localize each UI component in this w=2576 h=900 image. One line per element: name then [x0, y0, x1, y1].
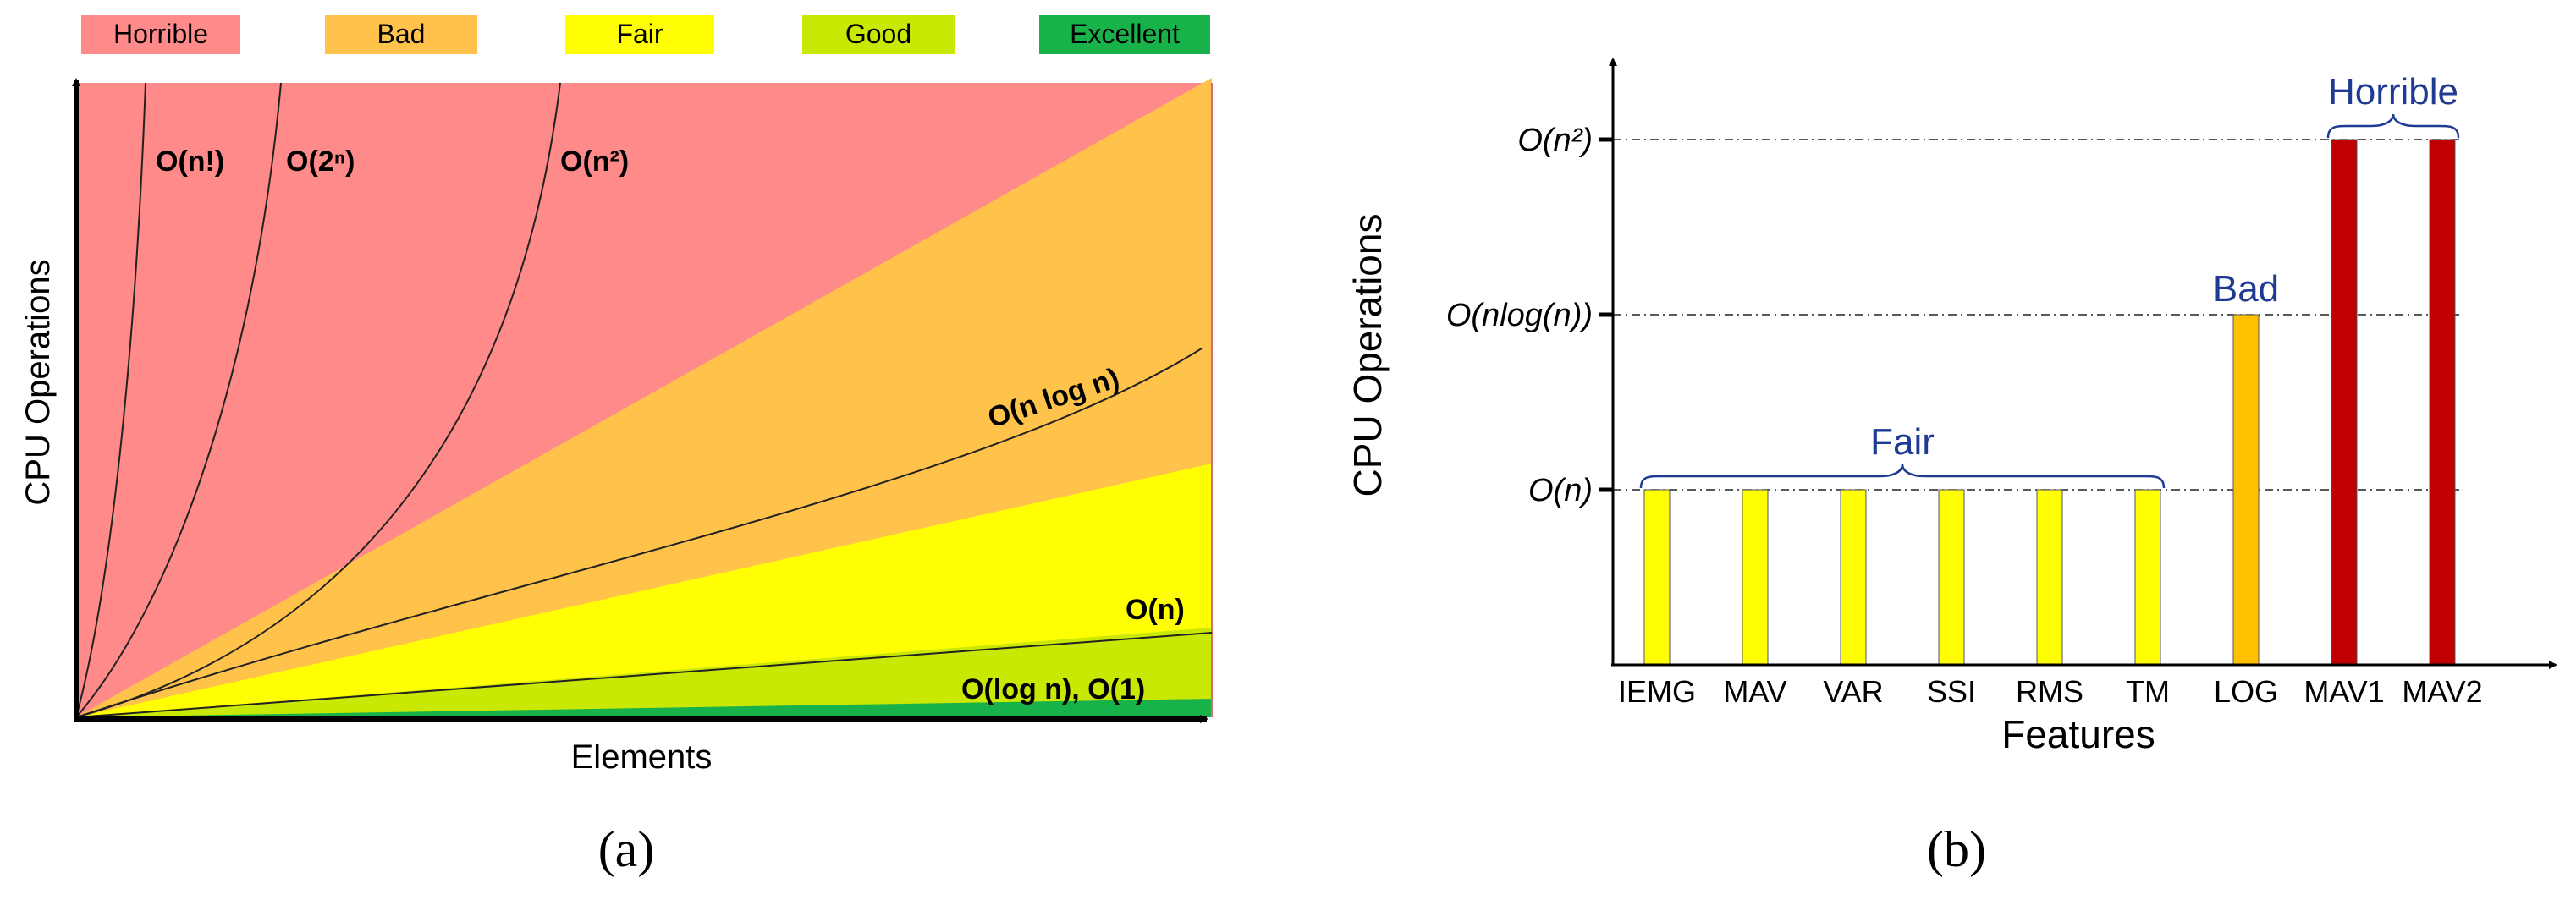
group-horrible-brace: [2326, 113, 2460, 139]
legend-swatch-horrible: [81, 15, 240, 54]
legend-label-fair: Fair: [616, 19, 663, 49]
feature-cost-chart: Fair Bad Horrible O(n) O(nlog(n)) O(n²) IEMG…: [1346, 58, 2557, 877]
group-horrible-label: Horrible: [2328, 71, 2458, 112]
y-axis-title-a: CPU Operations: [19, 259, 57, 505]
panel-label-b: (b): [1927, 821, 1986, 877]
x-tick-label-tm: TM: [2126, 674, 2170, 709]
x-tick-label-mav: MAV: [1723, 674, 1786, 709]
bar-mav: [1742, 489, 1769, 666]
y-axis-title-b: CPU Operations: [1346, 214, 1390, 497]
x-tick-label-mav2: MAV2: [2402, 674, 2482, 709]
bar-iemg: [1643, 489, 1671, 666]
y-tick-label-1: O(n): [1528, 473, 1593, 508]
legend-swatch-excellent: [1039, 15, 1210, 54]
curve-label-linear: O(n): [1126, 594, 1185, 626]
legend-label-good: Good: [845, 19, 911, 49]
group-bad-label: Bad: [2213, 268, 2279, 310]
region-excellent: [76, 699, 1212, 717]
curve-factorial: [75, 82, 146, 718]
group-fair-brace: [1639, 464, 2166, 489]
legend-label-horrible: Horrible: [113, 19, 208, 49]
group-fair-label: Fair: [1870, 421, 1935, 463]
panel-label-a: (a): [598, 821, 655, 877]
curve-label-quadratic: O(n²): [560, 145, 629, 178]
x-axis-title-b: Features: [2001, 712, 2155, 756]
legend-swatch-fair: [565, 15, 714, 54]
x-tick-label-ssi: SSI: [1927, 674, 1976, 709]
legend-swatch-good: [802, 15, 955, 54]
complexity-chart: Horrible Bad Fair Good Excellent O(n!) O…: [19, 15, 1213, 877]
group-braces: Fair Bad Horrible: [1639, 71, 2460, 489]
x-tick-label-log: LOG: [2214, 674, 2278, 709]
legend-label-excellent: Excellent: [1070, 19, 1180, 49]
y-ticks: O(n) O(nlog(n)) O(n²): [1446, 123, 1613, 508]
curve-linear: [75, 632, 1213, 718]
x-tick-label-var: VAR: [1823, 674, 1883, 709]
curve-nlogn: [75, 348, 1203, 718]
x-tick-label-mav1: MAV1: [2304, 674, 2384, 709]
bar-mav1: [2331, 139, 2358, 666]
bar-log: [2232, 314, 2260, 666]
bars: [1643, 139, 2456, 666]
y-gridlines: [1613, 139, 2463, 491]
bar-mav2: [2429, 139, 2456, 666]
curve-label-log-constant: O(log n), O(1): [961, 673, 1145, 705]
x-tick-label-iemg: IEMG: [1618, 674, 1696, 709]
bar-rms: [2036, 489, 2063, 666]
legend-label-bad: Bad: [377, 19, 426, 49]
y-tick-label-2: O(nlog(n)): [1446, 298, 1593, 333]
curve-label-exponential: O(2ⁿ): [286, 145, 355, 178]
bar-tm: [2134, 489, 2161, 666]
legend-swatch-bad: [325, 15, 477, 54]
curve-quadratic: [75, 82, 561, 718]
x-tick-label-rms: RMS: [2016, 674, 2083, 709]
x-tick-labels: IEMG MAV VAR SSI RMS TM LOG MAV1 MAV2: [1618, 674, 2483, 709]
x-axis-title-a: Elements: [571, 738, 713, 776]
curve-label-factorial: O(n!): [156, 145, 224, 178]
region-good: [76, 628, 1212, 717]
curve-exponential: [75, 82, 282, 718]
y-tick-label-3: O(n²): [1517, 123, 1593, 158]
complexity-legend: Horrible Bad Fair Good Excellent: [81, 15, 1210, 54]
bar-ssi: [1938, 489, 1965, 666]
bar-var: [1840, 489, 1867, 666]
